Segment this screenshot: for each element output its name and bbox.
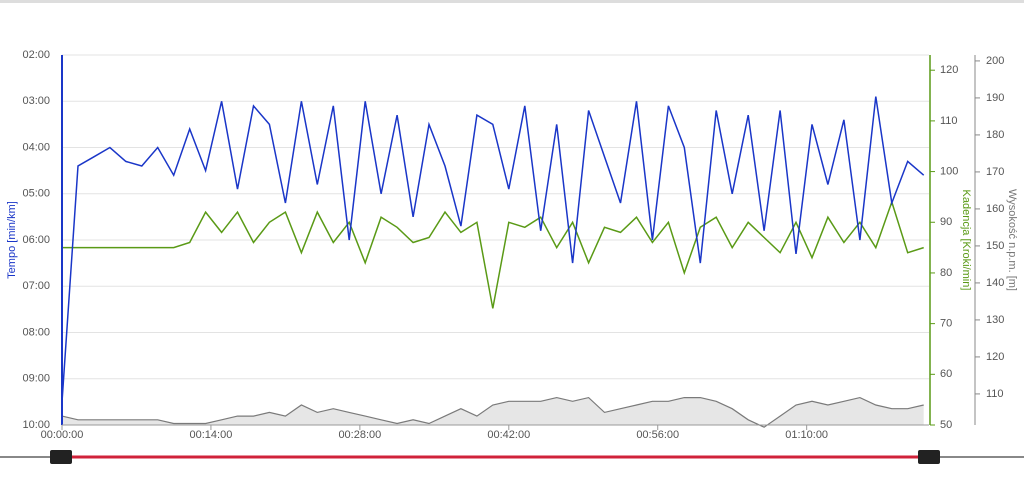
range-handle-right[interactable] — [918, 450, 940, 464]
y3-tick-label: 160 — [986, 203, 1004, 215]
y3-tick-label: 170 — [986, 166, 1004, 178]
y-tick-label: 10:00 — [22, 419, 50, 431]
y3-tick-label: 180 — [986, 129, 1004, 141]
y-tick-label: 05:00 — [22, 188, 50, 200]
y3-tick-label: 130 — [986, 314, 1004, 326]
y2-tick-label: 90 — [940, 216, 952, 228]
y3-tick-label: 140 — [986, 277, 1004, 289]
top-border — [0, 0, 1024, 3]
x-tick-label: 01:10:00 — [785, 429, 828, 441]
elevation-area — [62, 397, 924, 428]
x-tick-label: 00:42:00 — [487, 429, 530, 441]
y-tick-label: 06:00 — [22, 234, 50, 246]
y3-tick-label: 120 — [986, 351, 1004, 363]
y-tick-label: 02:00 — [22, 49, 50, 61]
x-tick-label: 00:14:00 — [190, 429, 233, 441]
series-line — [61, 96, 925, 402]
y2-tick-label: 70 — [940, 318, 952, 330]
y2-tick-label: 60 — [940, 368, 952, 380]
y2-tick-label: 120 — [940, 64, 958, 76]
y-tick-label: 08:00 — [22, 326, 50, 338]
y3-tick-label: 110 — [986, 388, 1004, 400]
range-handle-left[interactable] — [50, 450, 72, 464]
y2-tick-label: 80 — [940, 267, 952, 279]
y3-tick-label: 200 — [986, 55, 1004, 67]
y3-tick-label: 190 — [986, 92, 1004, 104]
x-tick-label: 00:00:00 — [41, 429, 84, 441]
y2-axis-title: Kadencja [Kroki/min] — [960, 190, 972, 291]
y2-tick-label: 110 — [940, 115, 958, 127]
y-tick-label: 07:00 — [22, 280, 50, 292]
y-tick-label: 04:00 — [22, 141, 50, 153]
x-tick-label: 00:56:00 — [636, 429, 679, 441]
y3-tick-label: 150 — [986, 240, 1004, 252]
y-tick-label: 09:00 — [22, 373, 50, 385]
x-tick-label: 00:28:00 — [338, 429, 381, 441]
y-tick-label: 03:00 — [22, 95, 50, 107]
y-axis-title: Tempo [min/km] — [6, 201, 18, 279]
series-line — [61, 396, 924, 428]
y2-tick-label: 50 — [940, 419, 952, 431]
series-line — [62, 199, 924, 309]
y3-axis-title: Wysokość n.p.m. [m] — [1006, 189, 1018, 291]
y2-tick-label: 100 — [940, 165, 958, 177]
